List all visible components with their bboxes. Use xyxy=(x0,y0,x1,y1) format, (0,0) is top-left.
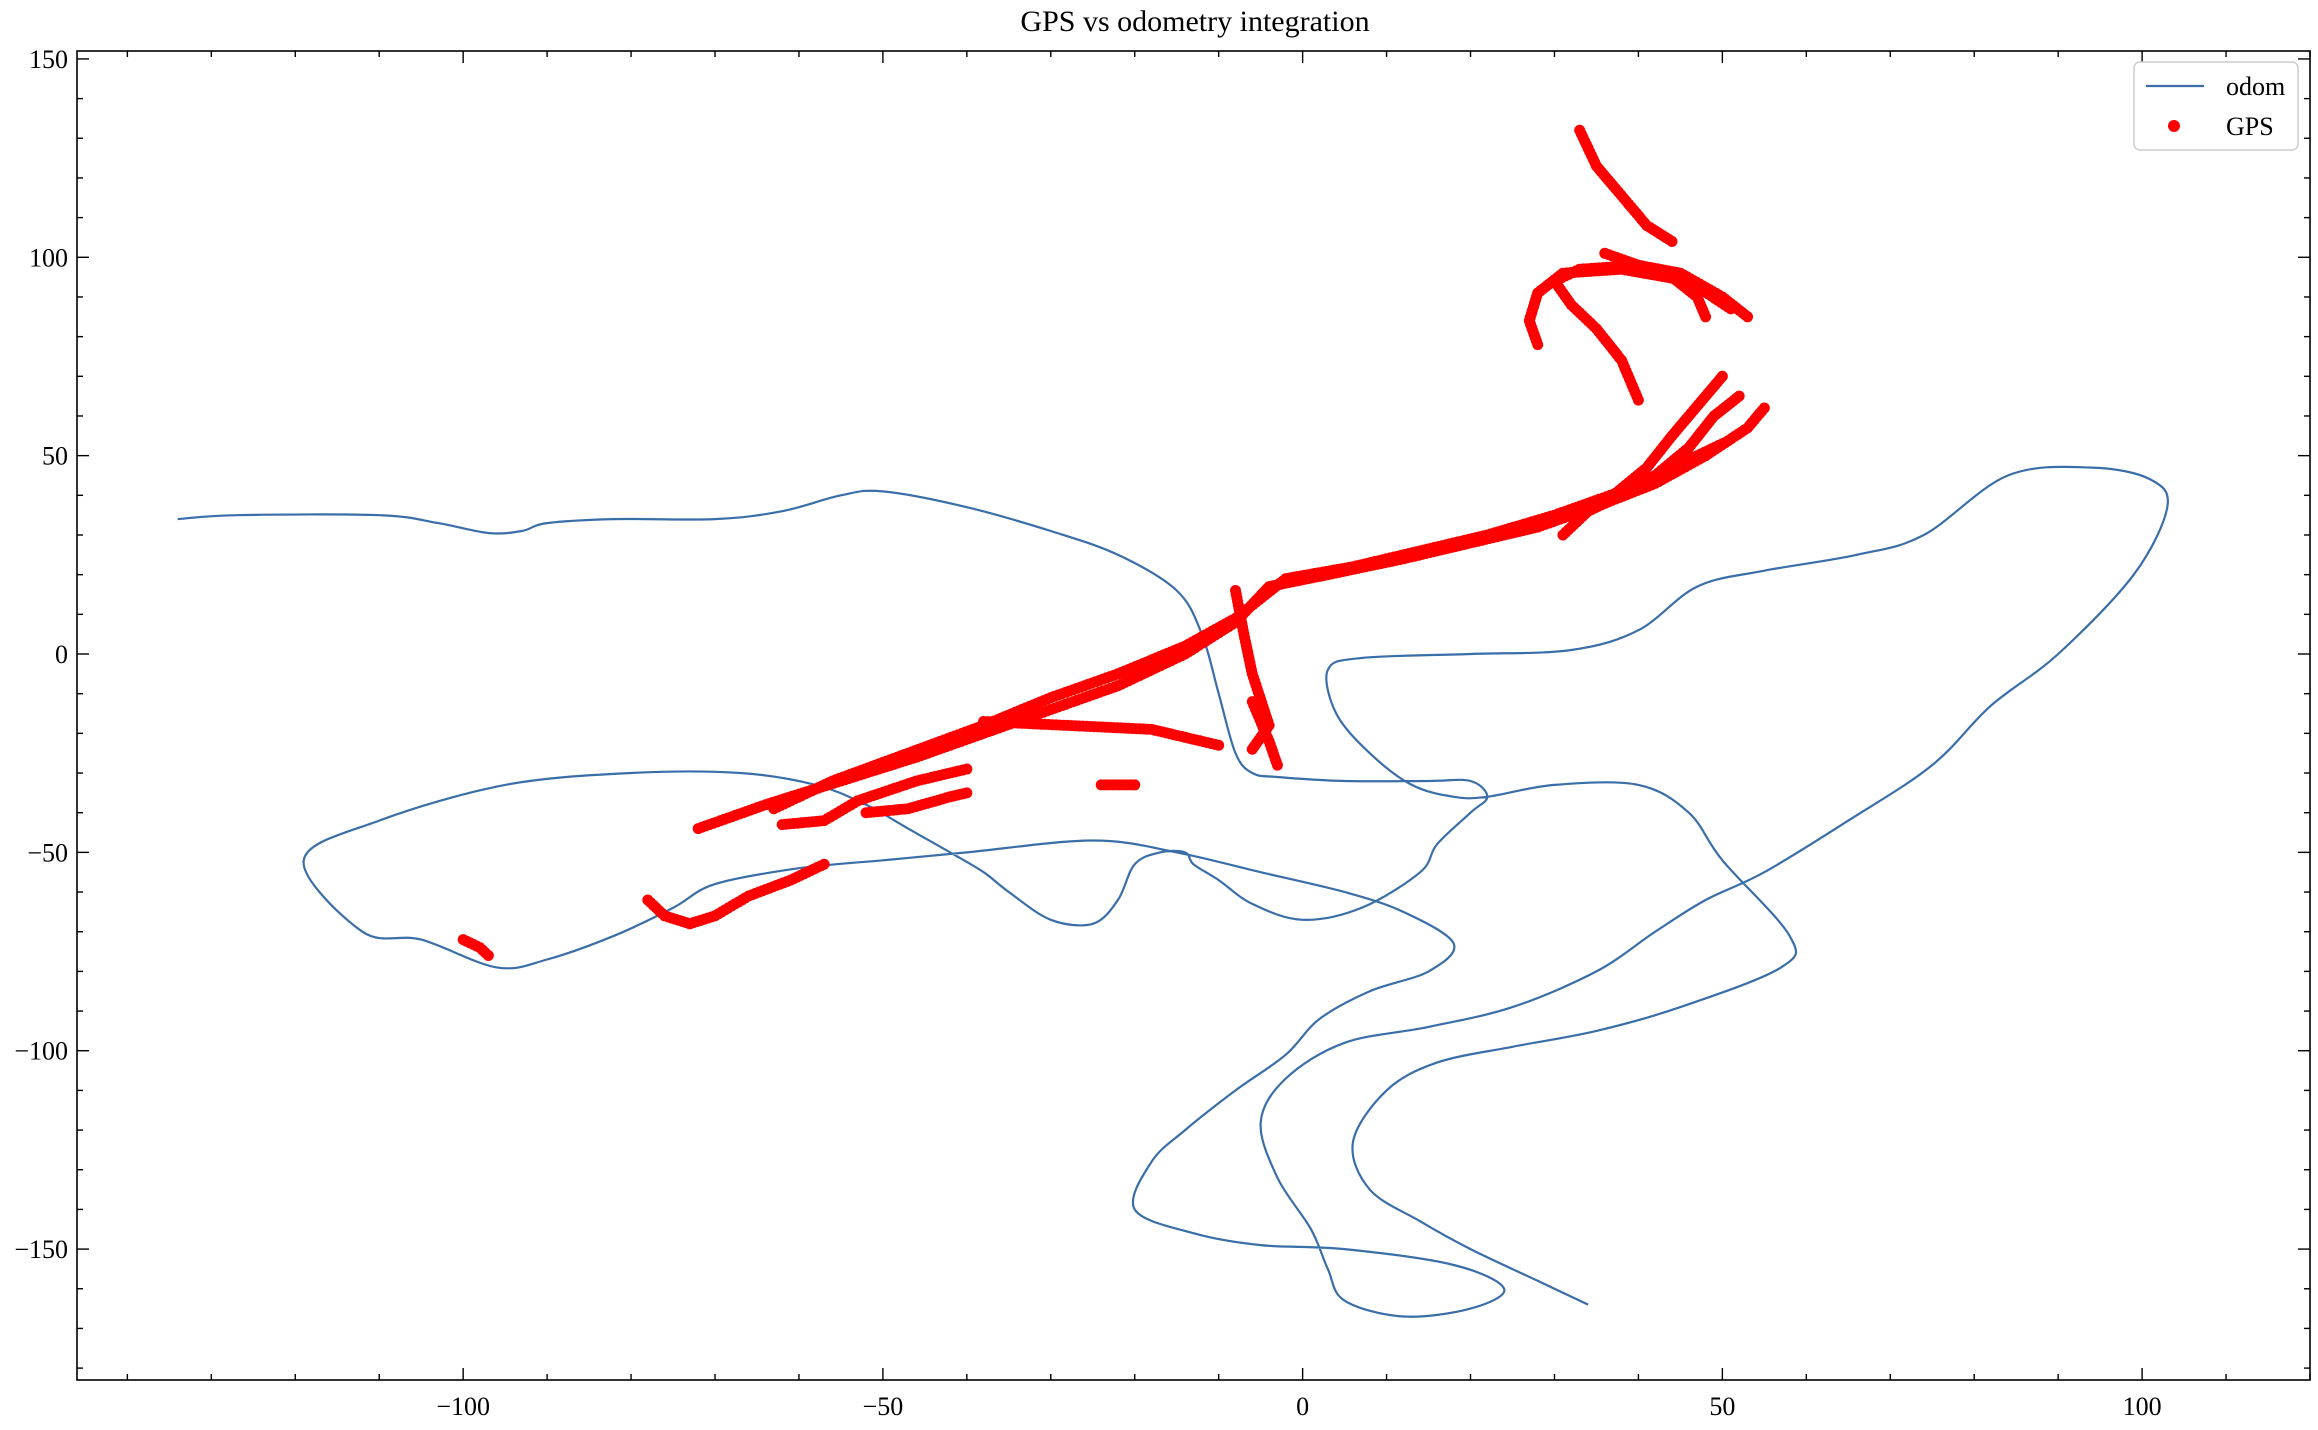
odom-series-layer xyxy=(177,465,2169,1318)
odom-line xyxy=(177,465,2169,1318)
gps-point xyxy=(1271,759,1283,771)
x-tick-label: 50 xyxy=(1709,1392,1735,1421)
y-tick-label: 0 xyxy=(55,640,68,669)
y-tick-label: −50 xyxy=(27,838,68,867)
gps-track-segment xyxy=(1574,124,1678,247)
gps-point xyxy=(1700,311,1712,323)
gps-point xyxy=(961,763,973,775)
gps-track-segment xyxy=(768,438,1728,815)
gps-point xyxy=(1666,235,1678,247)
y-tick-label: 50 xyxy=(42,442,68,471)
gps-track-segment xyxy=(978,716,1225,751)
y-tick-label: 150 xyxy=(29,45,68,74)
gps-track-segment xyxy=(642,858,830,930)
x-tick-label: −100 xyxy=(436,1392,490,1421)
gps-track-segment xyxy=(1095,779,1141,791)
gps-point xyxy=(1733,390,1745,402)
plot-frame xyxy=(76,50,2311,1381)
x-tick-label: −50 xyxy=(863,1392,904,1421)
gps-series-layer xyxy=(457,124,1770,962)
gps-track-segment xyxy=(1599,247,1754,323)
legend-gps-swatch xyxy=(2168,120,2180,132)
gps-point xyxy=(1213,739,1225,751)
gps-point xyxy=(1246,743,1258,755)
gps-point xyxy=(1716,370,1728,382)
gps-track-segment xyxy=(776,763,973,831)
x-tick-label: 100 xyxy=(2123,1392,2162,1421)
gps-point xyxy=(1742,311,1754,323)
y-tick-label: −150 xyxy=(14,1235,68,1264)
gps-track-segment xyxy=(457,934,494,962)
legend: odom GPS xyxy=(2133,61,2299,151)
x-tick-label: 0 xyxy=(1296,1392,1309,1421)
gps-point xyxy=(1129,779,1141,791)
gps-track-segment xyxy=(1246,696,1283,771)
gps-point xyxy=(961,787,973,799)
tick-layer: −100 −50 0 50 100 −150 −100 −50 0 50 100 150 xyxy=(14,45,2311,1421)
y-tick-label: 100 xyxy=(29,243,68,272)
gps-track-segment xyxy=(1574,370,1728,521)
gps-point xyxy=(818,858,830,870)
gps-point xyxy=(482,950,494,962)
gps-track-segment xyxy=(860,787,973,819)
y-tick-label: −100 xyxy=(14,1037,68,1066)
gps-point xyxy=(1758,402,1770,414)
chart-title: GPS vs odometry integration xyxy=(1020,5,1369,38)
legend-gps-label: GPS xyxy=(2226,112,2274,141)
gps-point xyxy=(1716,438,1728,450)
legend-odom-label: odom xyxy=(2226,72,2285,101)
